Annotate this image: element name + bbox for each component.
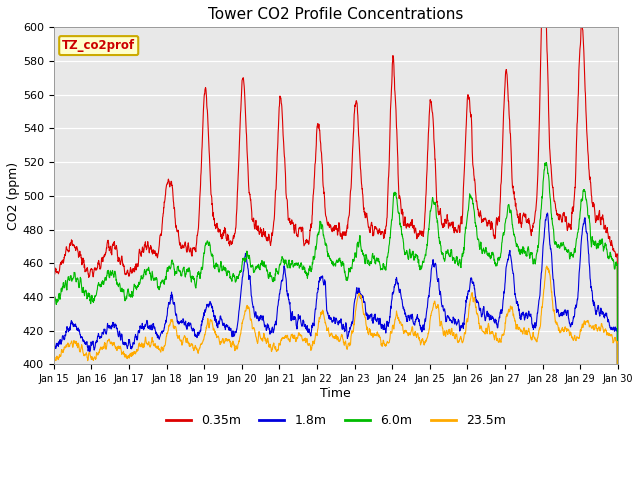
Legend: 0.35m, 1.8m, 6.0m, 23.5m: 0.35m, 1.8m, 6.0m, 23.5m (161, 409, 511, 432)
Text: TZ_co2prof: TZ_co2prof (62, 39, 135, 52)
Y-axis label: CO2 (ppm): CO2 (ppm) (7, 162, 20, 230)
X-axis label: Time: Time (321, 387, 351, 400)
Title: Tower CO2 Profile Concentrations: Tower CO2 Profile Concentrations (208, 7, 463, 22)
